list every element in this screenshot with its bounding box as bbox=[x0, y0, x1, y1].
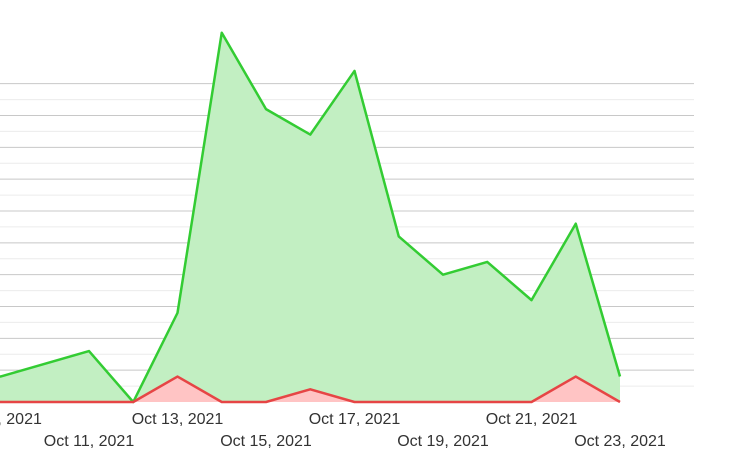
series-1-line bbox=[0, 375, 621, 404]
x-tick-label: Oct 19, 2021 bbox=[397, 433, 489, 450]
series-areas bbox=[0, 32, 620, 402]
x-tick-label: Oct 23, 2021 bbox=[574, 433, 666, 450]
x-tick-label: Oct 21, 2021 bbox=[486, 411, 578, 428]
series-1-area bbox=[0, 376, 620, 402]
series-lines bbox=[0, 31, 622, 404]
x-tick-label: Oct 15, 2021 bbox=[220, 433, 312, 450]
series-0-area bbox=[0, 32, 620, 402]
x-tick-label: Oct 17, 2021 bbox=[309, 411, 401, 428]
x-tick-label: Oct 11, 2021 bbox=[44, 433, 135, 450]
x-tick-label: Oct 9, 2021 bbox=[0, 411, 42, 428]
x-tick-label: Oct 13, 2021 bbox=[132, 411, 224, 428]
series-0-line bbox=[0, 31, 622, 404]
